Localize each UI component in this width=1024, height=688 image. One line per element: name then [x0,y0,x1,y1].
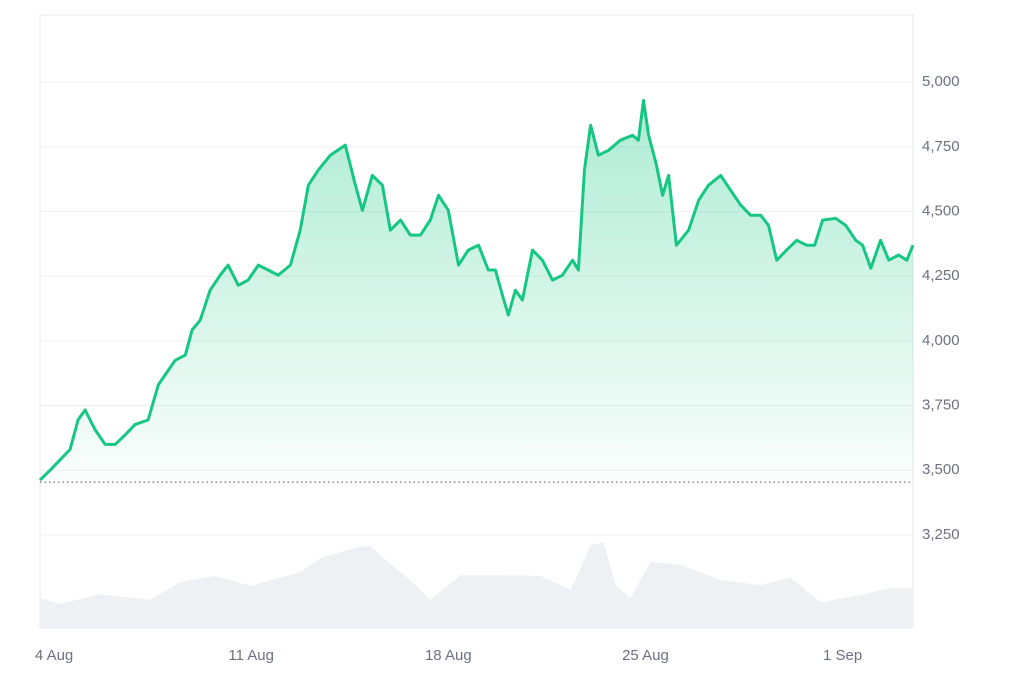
y-tick-label: 5,000 [922,73,960,90]
price-area [40,100,913,483]
x-tick-label: 4 Aug [35,647,73,664]
x-tick-label: 18 Aug [425,647,472,664]
y-tick-label: 3,500 [922,461,960,478]
y-tick-label: 4,750 [922,138,960,155]
y-tick-label: 4,500 [922,203,960,220]
x-tick-label: 1 Sep [823,647,862,664]
price-line [38,98,915,482]
y-tick-label: 4,000 [922,332,960,349]
y-tick-label: 3,750 [922,397,960,414]
y-tick-label: 3,250 [922,526,960,543]
y-tick-label: 4,250 [922,267,960,284]
volume-area [40,542,913,628]
x-tick-label: 11 Aug [228,647,274,664]
x-tick-label: 25 Aug [622,647,669,664]
